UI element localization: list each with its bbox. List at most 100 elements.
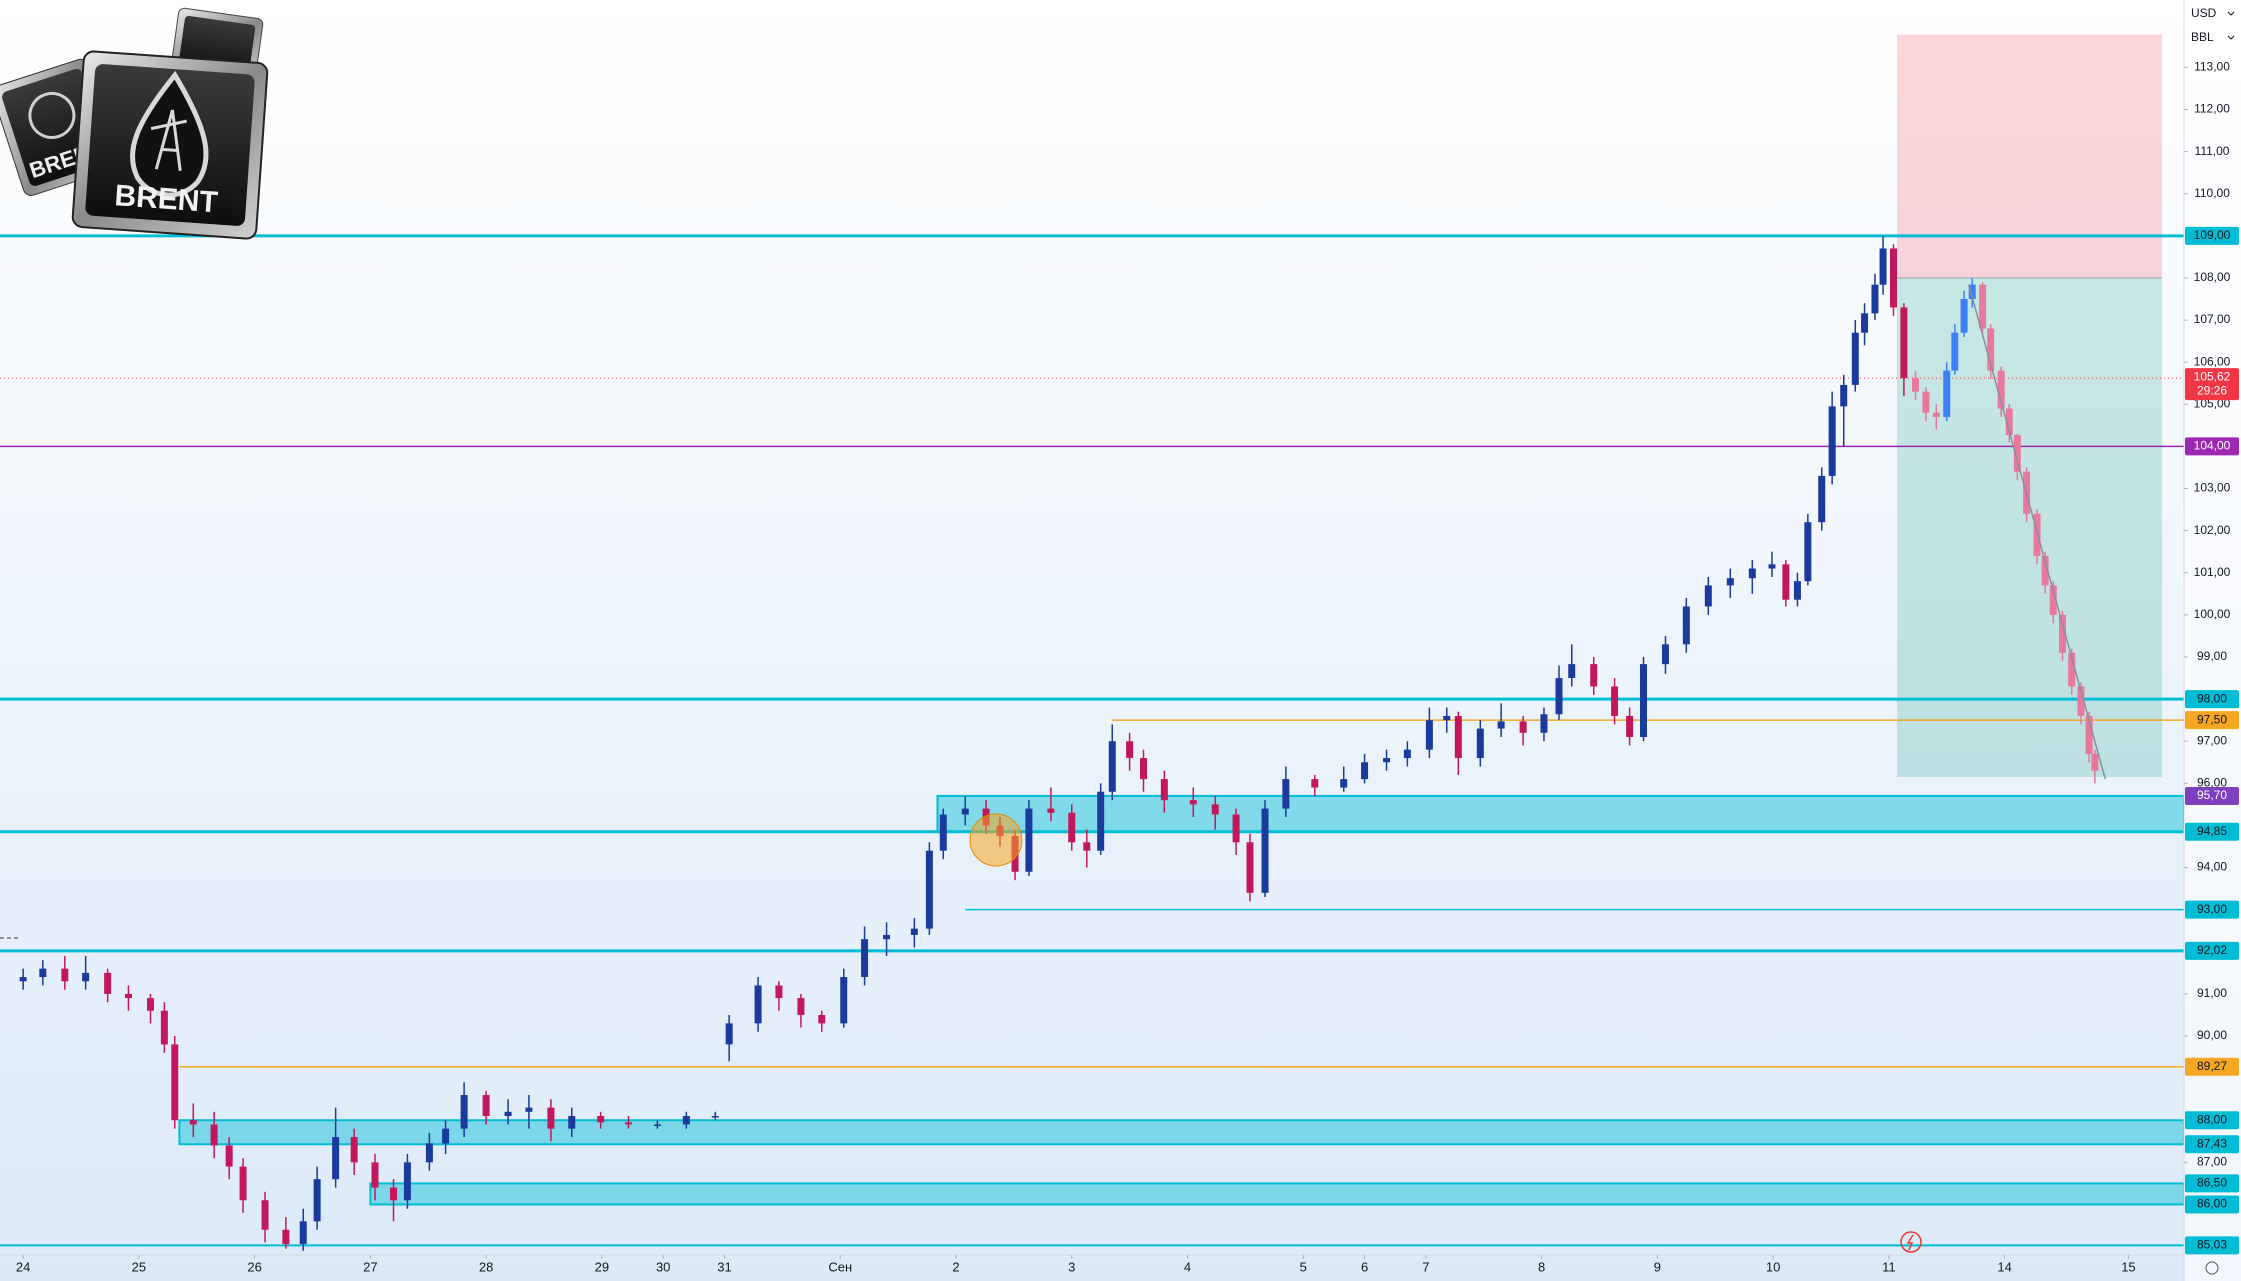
candle-body — [2049, 585, 2057, 615]
candle-body — [840, 977, 848, 1024]
price-label-box — [2185, 226, 2239, 245]
y-tick-label: 87,00 — [2197, 1155, 2227, 1169]
price-label: 94,85 — [2197, 824, 2227, 838]
y-tick-label: 113,00 — [2194, 60, 2230, 74]
price-label: 95,70 — [2197, 788, 2227, 802]
x-tick-label: 29 — [595, 1259, 609, 1274]
settings-icon[interactable] — [2205, 1261, 2219, 1275]
candle-body — [961, 808, 969, 815]
candle-body — [1083, 842, 1091, 851]
candle-body — [61, 968, 69, 982]
x-tick-label: 10 — [1766, 1259, 1780, 1274]
x-tick-label: 24 — [16, 1259, 30, 1274]
countdown-label: 29:26 — [2197, 383, 2227, 397]
candle-body — [883, 934, 891, 940]
candle-body — [775, 985, 783, 999]
candle-body — [1911, 378, 1919, 392]
x-tick-label: 31 — [717, 1259, 731, 1274]
x-tick-label: 30 — [656, 1259, 670, 1274]
candle-body — [910, 928, 918, 935]
candle-body — [1047, 808, 1055, 813]
candle-body — [2077, 686, 2085, 716]
price-label: 104,00 — [2194, 439, 2231, 453]
candle-body — [1189, 800, 1197, 805]
y-tick-label: 91,00 — [2197, 986, 2227, 1000]
candle-body — [1639, 664, 1647, 737]
logo: BRENT BRENT — [0, 7, 269, 240]
candle-body — [171, 1044, 179, 1121]
support-zone — [369, 1182, 2184, 1206]
candle-body — [1726, 578, 1734, 586]
x-tick-label: 25 — [132, 1259, 146, 1274]
stop-zone — [1896, 34, 2163, 278]
x-tick-label: Сен — [828, 1259, 852, 1274]
candle-body — [597, 1116, 605, 1123]
candle-body — [1443, 715, 1451, 721]
unit-selector[interactable]: BBL — [2191, 30, 2214, 44]
candle-body — [1900, 307, 1908, 379]
candle-body — [146, 998, 154, 1011]
event-icon[interactable] — [1900, 1231, 1922, 1253]
candle-body — [1403, 749, 1411, 759]
price-label: 98,00 — [2197, 691, 2227, 705]
candle-body — [1951, 332, 1959, 371]
candle-body — [1555, 678, 1563, 715]
candle-body — [1932, 412, 1940, 417]
x-tick-label: 3 — [1068, 1259, 1075, 1274]
candle-body — [1782, 564, 1790, 600]
candle-body — [1661, 644, 1669, 665]
candle-body — [442, 1128, 450, 1144]
candle-body — [711, 1116, 719, 1118]
candle-body — [1568, 664, 1576, 679]
support-zone — [936, 794, 2184, 833]
axes: 113,00 112,00 111,00 110,00 108,00 107,00 106,… — [16, 60, 2239, 1274]
price-label-box — [2185, 1174, 2239, 1193]
candle-body — [925, 850, 933, 929]
y-tick-label: 96,00 — [2197, 775, 2227, 789]
candle-body — [1454, 715, 1462, 759]
candle-body — [1960, 299, 1968, 333]
candle-body — [1879, 248, 1887, 285]
candle-body — [624, 1122, 632, 1125]
price-label: 97,50 — [2197, 712, 2227, 726]
candle-body — [425, 1143, 433, 1163]
x-tick-label: 8 — [1538, 1259, 1545, 1274]
candle-body — [939, 814, 947, 851]
y-tick-label: 110,00 — [2194, 186, 2230, 200]
candle-body — [1425, 720, 1433, 750]
candle-body — [1793, 581, 1801, 600]
price-label: 93,00 — [2197, 902, 2227, 916]
candle-body — [1768, 564, 1776, 569]
candle-body — [682, 1116, 690, 1125]
candle-body — [371, 1162, 379, 1188]
current-price-label: 105,62 — [2194, 369, 2231, 383]
candle-body — [1108, 741, 1116, 792]
x-tick-label: 26 — [247, 1259, 261, 1274]
candle-body — [299, 1221, 307, 1245]
candle-body — [2041, 555, 2049, 586]
candle-body — [82, 972, 90, 982]
candle-body — [1889, 248, 1897, 308]
y-tick-label: 103,00 — [2194, 481, 2231, 495]
price-label-box — [2185, 690, 2239, 709]
x-tick-label: 9 — [1654, 1259, 1661, 1274]
candle-body — [2033, 513, 2041, 556]
currency-selector[interactable]: USD — [2191, 6, 2217, 20]
candle-body — [1968, 284, 1976, 300]
candle-body — [189, 1120, 197, 1125]
candle-body — [2005, 408, 2013, 436]
candle-body — [1871, 284, 1879, 314]
candle-body — [2091, 753, 2099, 771]
candle-body — [525, 1107, 533, 1112]
candle-body — [332, 1137, 340, 1180]
candle-body — [1232, 814, 1240, 843]
event-icon-glyph — [1906, 1234, 1914, 1251]
x-tick-label: 14 — [1997, 1259, 2011, 1274]
target-zone — [1896, 277, 2163, 778]
candle-body — [403, 1162, 411, 1201]
candle-body — [261, 1200, 269, 1230]
x-tick-label: 28 — [479, 1259, 493, 1274]
candle-body — [1140, 758, 1148, 780]
candle-body — [1246, 842, 1254, 893]
